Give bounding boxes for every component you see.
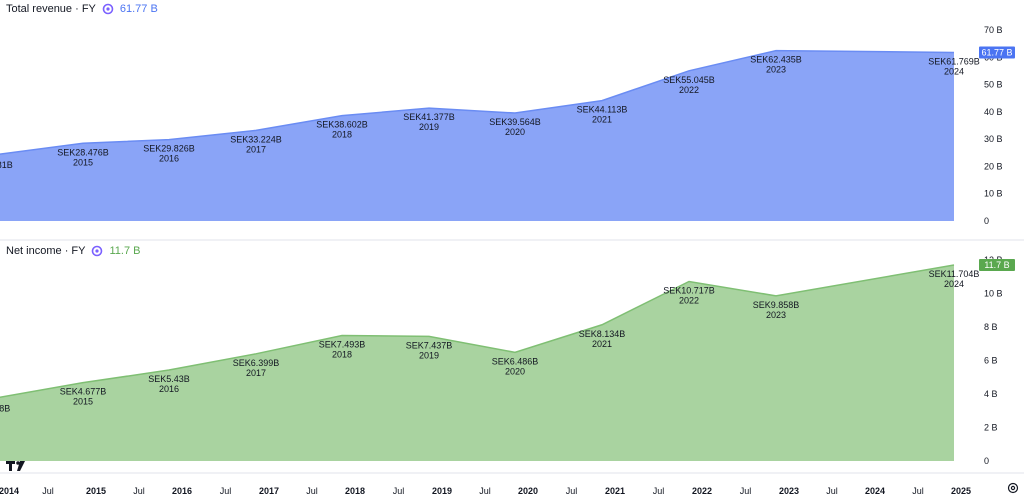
income-year-label: 2021 xyxy=(592,339,612,349)
income-data-label: SEK7.437B xyxy=(406,340,453,350)
revenue-year-label: 2021 xyxy=(592,115,612,125)
revenue-legend: Total revenue · FY 61.77 B xyxy=(6,3,158,15)
income-ytick: 8 B xyxy=(984,322,998,332)
income-data-label: SEK8.134B xyxy=(579,329,626,339)
income-data-label: SEK9.858B xyxy=(753,300,800,310)
x-tick-label: 2024 xyxy=(865,486,885,496)
income-last-value-text: 11.7 B xyxy=(984,260,1009,270)
revenue-year-label: 2018 xyxy=(332,130,352,140)
cycle-icon[interactable] xyxy=(102,3,114,15)
revenue-last-value-badge xyxy=(979,46,1015,59)
income-area xyxy=(0,264,954,461)
income-ytick: 0 xyxy=(984,456,989,466)
revenue-data-label: SEK41.377B xyxy=(403,112,455,122)
income-year-label: 2022 xyxy=(679,295,699,305)
x-tick-label: Jul xyxy=(42,486,54,496)
income-legend: Net income · FY 11.7 B xyxy=(6,245,140,257)
income-year-label: 2015 xyxy=(73,397,93,407)
revenue-data-label: SEK39.564B xyxy=(489,117,541,127)
x-tick-label: Jul xyxy=(566,486,578,496)
revenue-ytick: 50 B xyxy=(984,80,1003,90)
revenue-year-label: 2023 xyxy=(766,65,786,75)
income-legend-title: Net income · FY xyxy=(6,245,86,257)
x-tick-label: 2017 xyxy=(259,486,279,496)
revenue-year-label: 2022 xyxy=(679,85,699,95)
revenue-data-label: SEK55.045B xyxy=(663,75,715,85)
gear-icon[interactable] xyxy=(1006,481,1020,495)
income-data-label: SEK7.493B xyxy=(319,339,366,349)
revenue-ytick: 30 B xyxy=(984,134,1003,144)
revenue-data-label: SEK28.476B xyxy=(57,147,109,157)
revenue-area xyxy=(0,50,954,221)
cycle-icon[interactable] xyxy=(91,245,103,257)
income-year-label: 2016 xyxy=(159,384,179,394)
revenue-year-label: 2019 xyxy=(419,122,439,132)
revenue-legend-value: 61.77 B xyxy=(119,3,158,15)
revenue-data-label: SEK38.602B xyxy=(316,120,368,130)
income-data-label: SEK6.486B xyxy=(492,356,539,366)
income-year-label: 2020 xyxy=(505,366,525,376)
x-tick-label: Jul xyxy=(653,486,665,496)
income-data-label: SEK3.668B xyxy=(0,404,10,414)
x-tick-label: 2023 xyxy=(779,486,799,496)
income-ytick: 10 B xyxy=(984,289,1003,299)
revenue-data-label: SEK62.435B xyxy=(750,55,802,65)
revenue-data-label: SEK29.826B xyxy=(143,144,195,154)
income-data-label: SEK11.704B xyxy=(929,269,980,279)
x-tick-label: 2025 xyxy=(951,486,971,496)
x-tick-label: 2020 xyxy=(518,486,538,496)
x-tick-label: 2021 xyxy=(605,486,625,496)
x-tick-label: Jul xyxy=(740,486,752,496)
revenue-year-label: 2020 xyxy=(505,127,525,137)
income-year-label: 2018 xyxy=(332,349,352,359)
x-tick-label: Jul xyxy=(479,486,491,496)
revenue-data-label: SEK33.224B xyxy=(230,134,282,144)
income-data-label: SEK6.399B xyxy=(233,358,280,368)
income-data-label: SEK4.677B xyxy=(60,387,107,397)
revenue-year-label: 2024 xyxy=(944,66,964,76)
revenue-legend-title: Total revenue · FY xyxy=(6,3,96,15)
income-data-label: SEK5.43B xyxy=(148,374,190,384)
income-ytick: 2 B xyxy=(984,423,998,433)
revenue-ytick: 0 xyxy=(984,216,989,226)
revenue-ytick: 20 B xyxy=(984,161,1003,171)
income-data-label: SEK10.717B xyxy=(663,285,715,295)
x-tick-label: 2014 xyxy=(0,486,19,496)
income-legend-value: 11.7 B xyxy=(109,245,141,257)
x-tick-label: 2016 xyxy=(172,486,192,496)
x-tick-label: Jul xyxy=(912,486,924,496)
tradingview-logo-icon[interactable] xyxy=(6,459,28,473)
x-tick-label: Jul xyxy=(220,486,232,496)
income-year-label: 2019 xyxy=(419,350,439,360)
revenue-ytick: 10 B xyxy=(984,189,1003,199)
x-tick-label: 2019 xyxy=(432,486,452,496)
income-ytick: 6 B xyxy=(984,356,998,366)
income-line xyxy=(0,264,955,407)
x-tick-label: Jul xyxy=(826,486,838,496)
x-tick-label: Jul xyxy=(393,486,405,496)
x-tick-label: 2018 xyxy=(345,486,365,496)
revenue-year-label: 2017 xyxy=(246,144,266,154)
x-tick-label: 2022 xyxy=(692,486,712,496)
revenue-year-label: 2016 xyxy=(159,154,179,164)
income-year-label: 2024 xyxy=(944,279,964,289)
revenue-last-value-text: 61.77 B xyxy=(981,47,1012,57)
revenue-data-label: SEK23.881B xyxy=(0,160,13,170)
revenue-year-label: 2015 xyxy=(73,157,93,167)
x-tick-label: Jul xyxy=(306,486,318,496)
revenue-data-label: SEK44.113B xyxy=(577,105,628,115)
x-tick-label: 2015 xyxy=(86,486,106,496)
income-year-label: 2023 xyxy=(766,310,786,320)
revenue-line xyxy=(0,49,955,164)
revenue-ytick: 40 B xyxy=(984,107,1003,117)
revenue-ytick: 70 B xyxy=(984,25,1003,35)
income-last-value-badge xyxy=(979,258,1015,271)
x-tick-label: Jul xyxy=(133,486,145,496)
income-year-label: 2017 xyxy=(246,368,266,378)
income-ytick: 4 B xyxy=(984,389,998,399)
revenue-data-label: SEK61.769B xyxy=(928,56,980,66)
